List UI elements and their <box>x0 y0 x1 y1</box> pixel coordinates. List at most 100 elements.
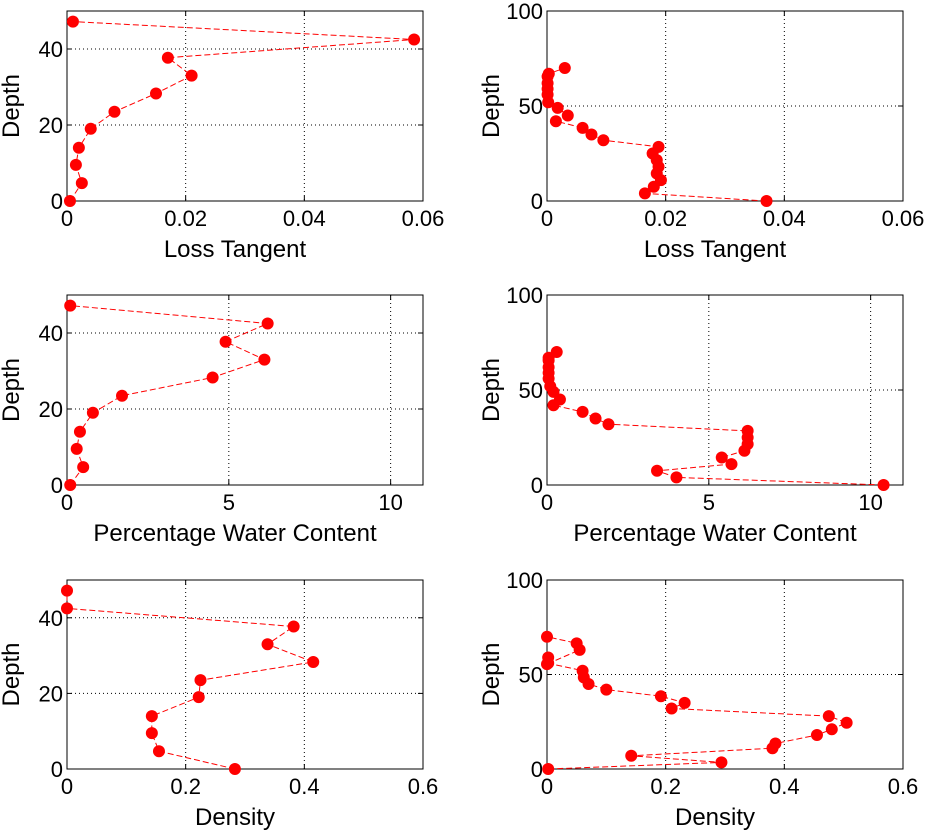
chart-right-3-ylabel: Depth <box>478 642 505 706</box>
chart-left-1-series-0-point-3 <box>72 141 85 154</box>
chart-right-1-xtick-label-3: 0.06 <box>882 206 925 231</box>
chart-right-3-xtick-label-3: 0.6 <box>888 774 919 799</box>
chart-right-2-series-0-point-0 <box>877 479 890 491</box>
chart-right-1-series-0-point-13 <box>561 109 574 122</box>
chart-right-1-xtick-label-1: 0.02 <box>644 206 687 231</box>
chart-right-3-series-0-point-12 <box>600 683 613 696</box>
chart-right-3-ytick-label-1: 50 <box>519 663 543 688</box>
chart-left-1-series-0-point-8 <box>161 51 174 64</box>
chart-left-2-series-0-point-6 <box>206 371 219 384</box>
chart-left-3-plot-area <box>67 580 423 769</box>
chart-right-3-series-0-point-21 <box>541 630 553 643</box>
chart-left-1-xtick-label-3: 0.06 <box>402 206 445 231</box>
chart-right-1-series-0-point-1 <box>638 187 651 200</box>
chart-left-2-series-0-line <box>69 305 268 486</box>
chart-right-2-series-0-point-21 <box>550 346 563 358</box>
chart-right-3-series-0-point-0 <box>542 763 555 775</box>
chart-right-2-ylabel: Depth <box>478 358 505 422</box>
chart-left-2-xtick-label-1: 5 <box>223 490 235 515</box>
chart-right-2-series-0-point-10 <box>589 412 602 425</box>
chart-right-3-xlabel: Density <box>675 804 755 831</box>
chart-right-3: 0 0.2 0.4 0.6 0 50 100 Density Depth <box>478 568 918 831</box>
chart-right-2-series-0-point-3 <box>725 458 738 471</box>
chart-right-3-axes-frame <box>546 579 904 770</box>
chart-right-2-series-0-point-9 <box>602 418 615 431</box>
chart-left-3-xtick-label-0: 0 <box>61 774 73 799</box>
chart-left-2-series-0-point-5 <box>116 389 129 402</box>
chart-right-3-series-0-point-15 <box>576 664 589 677</box>
chart-left-3-ytick-label-0: 0 <box>51 757 63 782</box>
chart-left-2-series-0-point-10 <box>64 299 77 312</box>
chart-left-3-ylabel: Depth <box>0 642 25 706</box>
chart-left-3-series-0-point-3 <box>145 710 158 723</box>
chart-right-2-series-0-point-11 <box>576 405 589 418</box>
chart-left-1-series-0-point-9 <box>408 33 421 46</box>
chart-right-1: 0 0.02 0.04 0.06 0 50 100 Loss Tangent Depth <box>478 0 924 263</box>
chart-right-2-xtick-label-2: 10 <box>858 490 882 515</box>
chart-right-1-series-0-point-14 <box>551 101 564 114</box>
chart-left-1-ytick-label-1: 20 <box>39 113 63 138</box>
chart-left-1-series-0-point-6 <box>150 87 162 100</box>
chart-right-3-series-0-point-9 <box>665 702 678 715</box>
chart-right-1-series-0-point-12 <box>549 115 562 128</box>
chart-right-1-xtick-label-0: 0 <box>541 206 553 231</box>
chart-left-2-series-0-point-4 <box>86 406 99 419</box>
chart-left-3-series-0-point-10 <box>61 584 73 597</box>
chart-right-1-ytick-label-0: 0 <box>531 189 543 214</box>
chart-left-1-axes-frame <box>66 10 424 202</box>
chart-right-1-xlabel: Loss Tangent <box>644 236 787 263</box>
chart-left-1-series-0-point-10 <box>66 15 79 28</box>
chart-left-3-series-0-point-9 <box>61 602 73 615</box>
chart-right-2-ytick-label-0: 0 <box>531 473 543 498</box>
chart-right-3-ytick-label-2: 100 <box>506 568 543 593</box>
chart-right-3-series-0-point-20 <box>570 637 583 650</box>
chart-right-3-xtick-label-0: 0 <box>541 774 553 799</box>
chart-left-3-ytick-label-1: 20 <box>39 681 63 706</box>
chart-right-1-ylabel: Depth <box>478 74 505 138</box>
chart-left-3-xtick-label-1: 0.2 <box>170 774 201 799</box>
chart-left-2-plot-area <box>67 295 423 485</box>
chart-left-3-xlabel: Density <box>195 804 275 831</box>
chart-right-2-series-0-point-1 <box>670 471 683 484</box>
chart-right-3-series-0-point-10 <box>678 696 691 709</box>
chart-right-3-series-0-point-2 <box>625 749 638 762</box>
chart-left-2-axes-frame <box>66 294 424 486</box>
chart-right-3-series-0-point-8 <box>822 710 835 723</box>
chart-left-2-xtick-label-0: 0 <box>61 490 73 515</box>
chart-right-1-xtick-label-2: 0.04 <box>763 206 806 231</box>
chart-left-1-xtick-label-2: 0.04 <box>283 206 326 231</box>
chart-left-1: 0 0.02 0.04 0.06 0 20 40 Loss Tangent Depth <box>0 10 445 263</box>
chart-left-2-xtick-label-2: 10 <box>378 490 402 515</box>
chart-right-1-series-0-point-10 <box>585 128 598 141</box>
chart-right-3-series-0-point-11 <box>654 690 667 703</box>
chart-right-2-series-0-point-8 <box>741 424 754 437</box>
chart-left-2-ytick-label-2: 40 <box>39 321 63 346</box>
chart-right-3-series-0-point-18 <box>541 658 553 671</box>
chart-right-2-ytick-label-2: 100 <box>506 283 543 308</box>
chart-left-1-series-0-point-1 <box>75 177 88 190</box>
chart-right-2-xtick-label-1: 5 <box>703 490 715 515</box>
chart-left-2-ylabel: Depth <box>0 358 25 422</box>
chart-left-1-ytick-label-2: 40 <box>39 37 63 62</box>
chart-left-1-series-0-point-5 <box>108 105 121 118</box>
chart-right-1-series-0-point-8 <box>652 140 665 153</box>
chart-left-2-series-0-point-8 <box>219 335 232 348</box>
chart-left-2-series-0-point-0 <box>64 479 77 491</box>
chart-left-3-xtick-label-2: 0.4 <box>289 774 320 799</box>
chart-left-2-ytick-label-0: 0 <box>51 473 63 498</box>
chart-right-1-series-0-point-11 <box>576 121 589 134</box>
chart-left-2-series-0-point-1 <box>77 461 90 474</box>
chart-right-2-xtick-label-0: 0 <box>541 490 553 515</box>
chart-right-3-series-0-point-1 <box>715 756 728 769</box>
chart-right-3-plot-area <box>547 580 903 769</box>
chart-left-3-series-0-point-8 <box>287 620 300 633</box>
chart-left-2-series-0-point-2 <box>70 442 83 455</box>
chart-left-1-ylabel: Depth <box>0 74 25 138</box>
chart-left-2-ytick-label-1: 20 <box>39 397 63 422</box>
chart-left-1-series-0-point-4 <box>84 122 97 135</box>
chart-right-2-series-0-point-4 <box>715 451 728 464</box>
chart-right-1-series-0-point-9 <box>597 134 610 147</box>
chart-left-2: 0 5 10 0 20 40 Percentage Water Content Depth <box>0 294 424 547</box>
